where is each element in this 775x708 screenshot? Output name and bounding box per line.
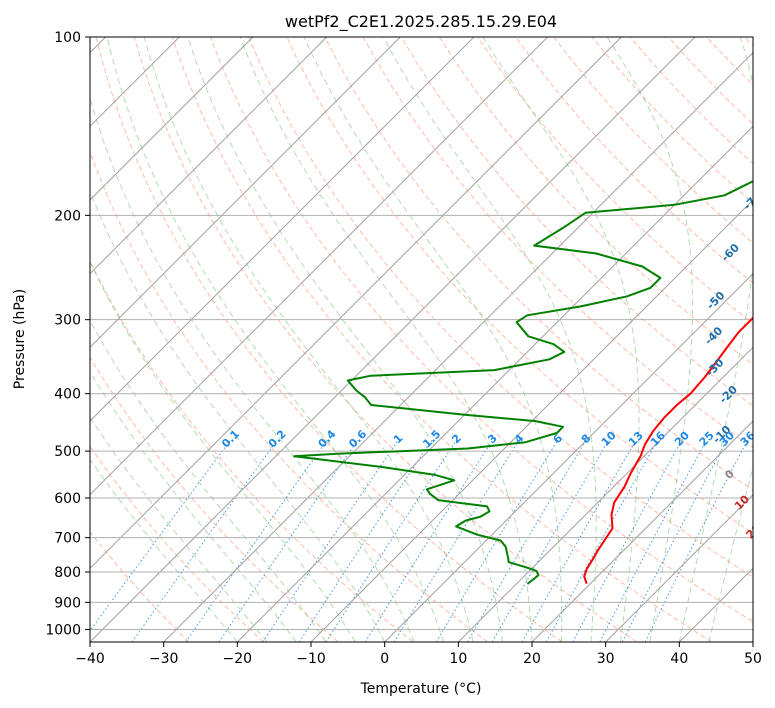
moist-adiabat-line xyxy=(482,37,640,642)
isotherm-line xyxy=(90,37,549,496)
mixing-ratio-line xyxy=(90,440,231,632)
mixing-ratio-line xyxy=(545,440,659,642)
moist-adiabat-line xyxy=(90,260,356,642)
y-axis-title: Pressure (hPa) xyxy=(12,289,28,389)
dry-adiabat-line xyxy=(324,37,753,491)
moist-adiabat-line xyxy=(678,37,753,642)
x-tick-label: −40 xyxy=(75,651,105,667)
x-tick-label: −30 xyxy=(149,651,179,667)
isotherm-line xyxy=(90,37,475,422)
y-tick-label: 700 xyxy=(54,531,81,547)
y-tick-label: 300 xyxy=(54,313,81,329)
profile-layer xyxy=(293,180,753,585)
dry-adiabat-line xyxy=(171,37,712,642)
moist-adiabat-line xyxy=(606,37,693,642)
dry-adiabat-line xyxy=(438,37,753,366)
chart-title: wetPf2_C2E1.2025.285.15.29.E04 xyxy=(285,12,557,32)
mixing-ratio-line xyxy=(521,440,637,642)
temperature-profile-line xyxy=(583,316,753,585)
moist-adiabat-label: 20 xyxy=(744,521,764,541)
isotherm-line xyxy=(90,37,622,570)
isotherm-line xyxy=(163,51,753,642)
x-tick-label: 30 xyxy=(597,651,615,667)
mixing-ratio-line xyxy=(364,440,493,642)
isotherm-line xyxy=(90,37,254,201)
y-tick-label: 500 xyxy=(54,444,81,460)
dry-adiabat-line xyxy=(90,445,264,642)
mixing-ratio-line xyxy=(467,440,587,642)
isotherm-line xyxy=(531,420,753,642)
x-tick-label: 40 xyxy=(670,651,688,667)
moist-adiabat-line xyxy=(90,319,327,642)
y-tick-label: 600 xyxy=(54,491,81,507)
moist-adiabat-line xyxy=(90,416,268,642)
mixing-ratio-line xyxy=(185,440,328,642)
dry-adiabat-line xyxy=(90,150,488,642)
isotherm-line xyxy=(90,37,328,275)
dry-adiabat-line xyxy=(95,37,563,642)
x-tick-label: 50 xyxy=(744,651,762,667)
moist-adiabat-line xyxy=(90,370,297,642)
moist-adiabat-line xyxy=(143,37,474,642)
moist-adiabat-line xyxy=(382,37,597,642)
moist-adiabat-line xyxy=(303,37,563,642)
isotherm-line xyxy=(605,493,753,642)
isotherm-line xyxy=(90,37,401,349)
plot-grid-layer xyxy=(90,37,753,642)
y-tick-label: 900 xyxy=(54,595,81,611)
moist-adiabat-line xyxy=(187,37,503,642)
mixing-ratio-line xyxy=(325,440,457,642)
mixing-ratio-line xyxy=(644,440,748,642)
moist-adiabat-line xyxy=(239,37,533,642)
mixing-ratio-line xyxy=(298,440,432,642)
x-tick-label: −20 xyxy=(223,651,253,667)
isotherm-line xyxy=(457,346,753,642)
dry-adiabat-line xyxy=(400,37,753,407)
moist-adiabat-line xyxy=(90,458,238,642)
isotherm-line xyxy=(90,37,696,642)
dry-adiabat-line xyxy=(515,37,753,284)
dry-adiabat-line xyxy=(90,531,190,642)
y-tick-label: 100 xyxy=(54,30,81,46)
moist-adiabat-line xyxy=(708,465,753,642)
x-axis: −40 −30 −20 −10 0 10 20 30 40 50 xyxy=(75,642,762,667)
mixing-ratio-line xyxy=(262,440,399,642)
plot-frame xyxy=(89,36,754,643)
dewpoint-profile-line xyxy=(293,180,753,585)
dry-adiabat-line xyxy=(90,356,339,642)
x-axis-title: Temperature (°C) xyxy=(360,681,482,697)
x-tick-label: −10 xyxy=(296,651,326,667)
moist-adiabat-line xyxy=(106,37,445,642)
x-tick-label: 10 xyxy=(449,651,467,667)
isotherm-line xyxy=(310,199,753,642)
x-tick-label: 20 xyxy=(523,651,541,667)
y-tick-label: 400 xyxy=(54,387,81,403)
isotherm-line xyxy=(384,272,753,642)
y-axis: 1000 900 800 700 600 500 400 300 200 100 xyxy=(45,30,90,638)
y-tick-label: 800 xyxy=(54,565,81,581)
y-tick-label: 1000 xyxy=(45,622,81,638)
mixing-ratio-line xyxy=(491,440,609,642)
mixing-ratio-line xyxy=(131,440,278,642)
y-tick-label: 200 xyxy=(54,208,81,224)
dry-adiabat-line xyxy=(210,37,753,623)
moist-adiabat-label-group: 20 xyxy=(744,521,764,541)
mixing-ratio-line xyxy=(435,440,558,642)
x-tick-label: 0 xyxy=(380,651,389,667)
dry-adiabat-line xyxy=(133,37,638,642)
dry-adiabat-line xyxy=(248,37,753,578)
moist-adiabat-line xyxy=(90,189,386,642)
mixing-ratio-line xyxy=(572,440,683,642)
